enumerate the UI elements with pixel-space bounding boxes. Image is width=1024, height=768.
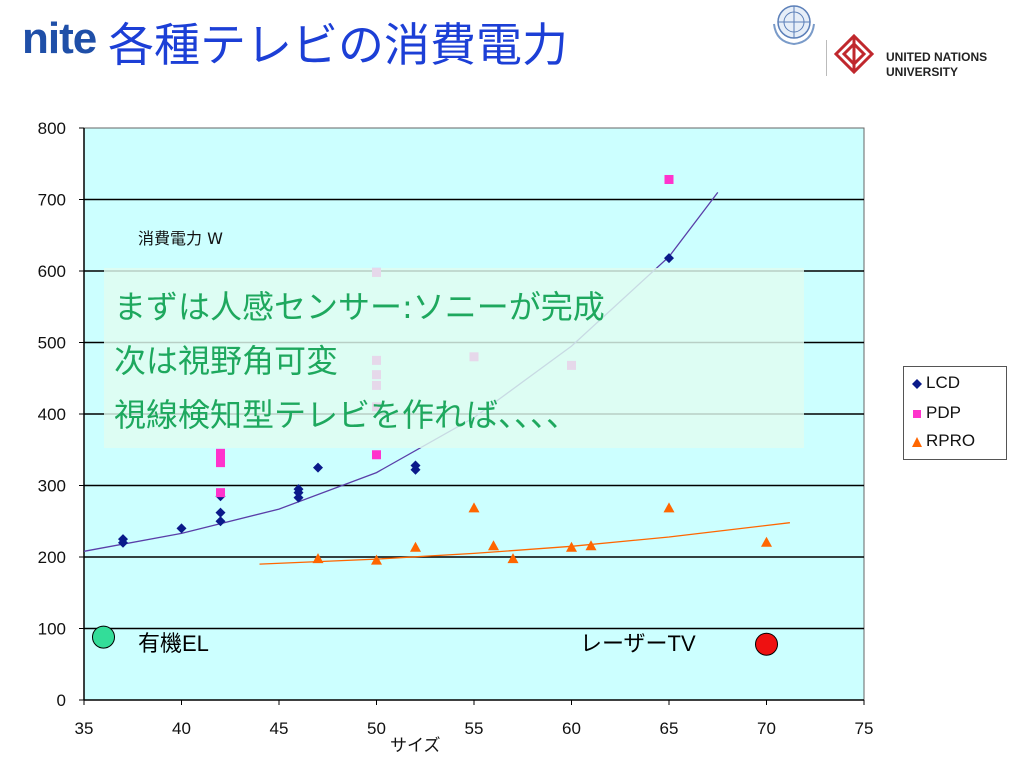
data-point-rpro [410, 541, 421, 552]
data-point-lcd [293, 492, 304, 503]
legend-item-lcd: LCD [912, 373, 960, 395]
x-tick-label: 65 [660, 719, 679, 738]
y-tick-label: 600 [38, 262, 66, 281]
x-axis-label: サイズ [390, 736, 441, 756]
data-point-pdp [216, 488, 225, 498]
data-point-lcd [410, 464, 421, 475]
y-axis-label: 消費電力 W [138, 229, 223, 248]
y-tick-label: 0 [57, 691, 66, 710]
trendline-rpro [259, 522, 790, 565]
data-point-rpro [507, 553, 519, 564]
overlay-line-3: 視線検知型テレビを作れば、、、、 [114, 396, 579, 434]
un-emblem-icon [773, 5, 815, 46]
y-tick-label: 700 [38, 191, 66, 210]
unu-logo-icon [833, 33, 875, 75]
x-tick-label: 75 [855, 719, 874, 738]
x-tick-label: 70 [757, 719, 776, 738]
data-point-lcd [176, 523, 187, 534]
annotation-marker-laser-tv [755, 632, 778, 656]
annotations [92, 625, 778, 656]
x-tick-label: 40 [172, 719, 191, 738]
legend-item-pdp: PDP [912, 403, 961, 425]
data-point-rpro [371, 554, 382, 565]
triangle-marker-icon [912, 436, 922, 447]
unu-wordmark: UNITED NATIONS UNIVERSITY [886, 50, 987, 80]
data-point-lcd [664, 253, 674, 264]
legend-label-rpro: RPRO [926, 431, 976, 450]
y-tick-label: 800 [38, 119, 66, 138]
data-point-rpro [312, 553, 324, 564]
data-point-lcd [118, 537, 128, 548]
data-point-lcd [215, 507, 226, 518]
data-point-pdp [216, 448, 225, 458]
annotation-label-oled: 有機EL [138, 631, 209, 656]
unu-name-line1: UNITED NATIONS [886, 50, 988, 64]
x-tick-label: 60 [562, 719, 581, 738]
message-overlay [104, 268, 804, 448]
legend-label-lcd: LCD [926, 373, 961, 392]
data-point-lcd [293, 487, 304, 498]
y-tick-label: 100 [38, 620, 66, 639]
annotation-marker-oled [92, 625, 115, 649]
y-tick-label: 200 [38, 548, 66, 567]
overlay-line-1: まずは人感センサー:ソニーが完成 [114, 288, 605, 326]
x-tick-label: 55 [465, 719, 484, 738]
data-point-pdp [664, 174, 674, 184]
axes: 0 100 200 300 400 500 600 700 800 35 40 45 50 55 60 65 7… [38, 119, 874, 738]
y-tick-label: 400 [38, 405, 66, 424]
chart-legend: LCD PDP RPRO [903, 366, 1007, 460]
nite-logo: nite [22, 14, 97, 63]
data-point-rpro [566, 541, 577, 552]
x-tick-label: 45 [270, 719, 289, 738]
data-point-rpro [761, 536, 772, 547]
data-point-rpro [585, 540, 597, 551]
data-point-pdp [372, 450, 381, 460]
diamond-marker-icon [912, 378, 922, 389]
slide-title: 各種テレビの消費電力 [108, 18, 568, 72]
unu-name-line2: UNIVERSITY [886, 65, 959, 79]
y-tick-label: 300 [38, 477, 66, 496]
logo-divider [826, 40, 827, 76]
data-point-rpro [488, 540, 499, 551]
data-point-rpro [663, 502, 675, 513]
x-tick-label: 35 [75, 719, 94, 738]
data-point-pdp [216, 458, 225, 468]
data-point-lcd [313, 462, 323, 473]
annotation-label-laser-tv: レーザーTV [580, 631, 696, 656]
square-marker-icon [913, 409, 921, 418]
legend-label-pdp: PDP [926, 403, 961, 422]
x-tick-label: 50 [367, 719, 386, 738]
overlay-line-2: 次は視野角可変 [114, 342, 339, 380]
data-point-rpro [468, 502, 480, 513]
data-point-lcd [215, 516, 226, 527]
y-tick-label: 500 [38, 334, 66, 353]
legend-item-rpro: RPRO [912, 431, 975, 453]
